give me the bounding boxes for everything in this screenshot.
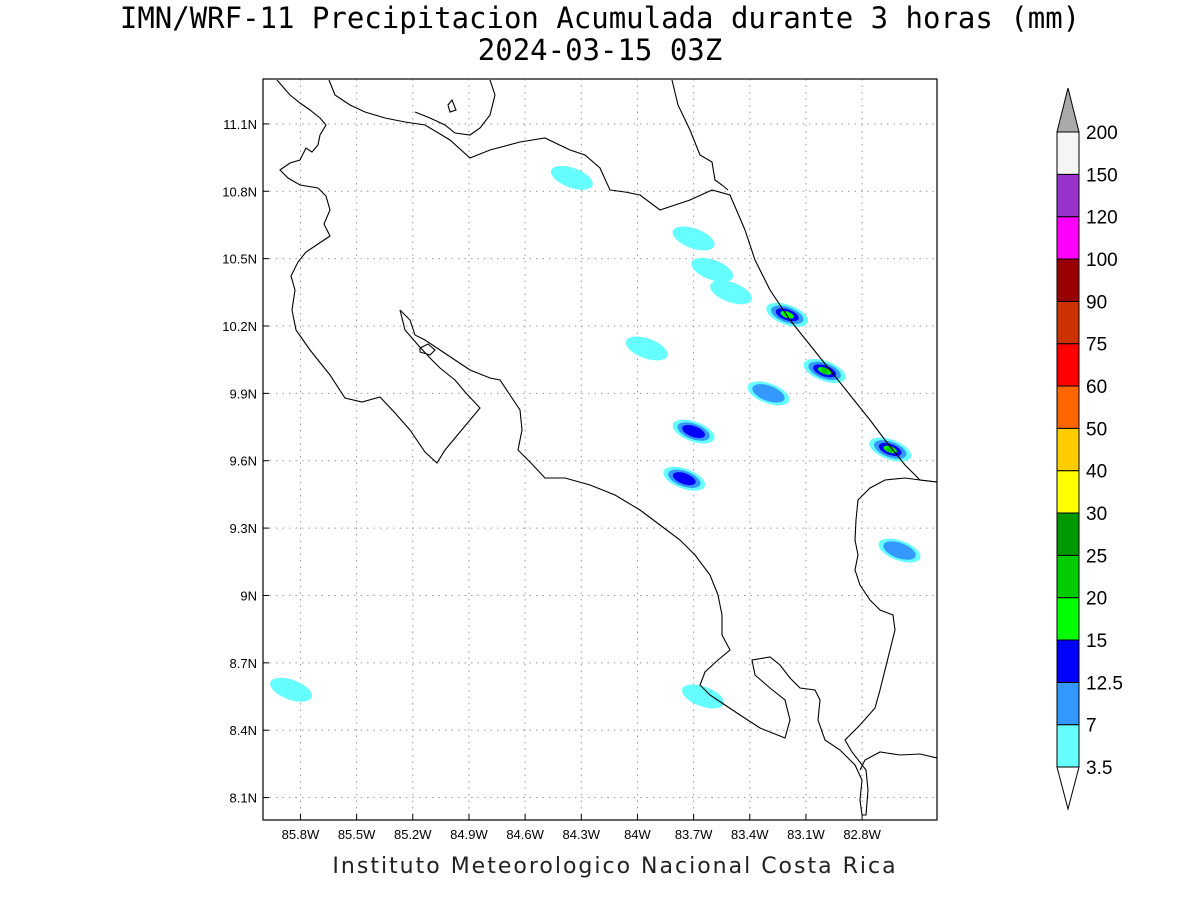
title-line-1: IMN/WRF-11 Precipitacion Acumulada duran… (119, 1, 1081, 35)
colorbar-swatch (1056, 216, 1080, 260)
colorbar-swatch (1056, 681, 1080, 726)
colorbar-label: 15 (1086, 631, 1107, 652)
latitude-labels: 11.1N 10.8N 10.5N 10.2N 9.9N 9.6N 9.3N 9N 8.7N 8.… (222, 117, 269, 806)
precip-area (820, 367, 829, 375)
precip-area (710, 280, 753, 305)
colorbar-swatch (1056, 470, 1080, 514)
colorbar-label: 150 (1086, 165, 1118, 186)
colorbar: 3.5 7 12.5 15 20 25 30 40 50 60 75 90 100 120 150 200 (1056, 87, 1123, 811)
coastline-pacific (399, 309, 937, 816)
colorbar-label: 25 (1086, 546, 1107, 567)
map-title: IMN/WRF-11 Precipitacion Acumulada duran… (0, 2, 1200, 66)
coastline-north-border (328, 79, 937, 483)
colorbar-label: 60 (1086, 377, 1107, 398)
precip-area (550, 165, 593, 190)
lon-tick-label: 85.5W (338, 827, 376, 842)
colorbar-arrow-low (1056, 766, 1080, 811)
lat-tick-label: 8.4N (230, 723, 257, 738)
colorbar-swatch (1056, 724, 1080, 768)
colorbar-swatch (1056, 343, 1080, 387)
colorbar-label: 12.5 (1086, 673, 1123, 694)
lat-tick-label: 10.2N (222, 319, 257, 334)
lon-tick-label: 85.8W (282, 827, 320, 842)
colorbar-label: 200 (1086, 123, 1118, 144)
lon-tick-label: 83.1W (787, 827, 825, 842)
lat-tick-label: 8.1N (230, 791, 257, 806)
coastline-caribbean-north (671, 79, 729, 191)
lon-tick-label: 84.9W (450, 827, 488, 842)
colorbar-swatch (1056, 597, 1080, 641)
lat-tick-label: 9.9N (230, 386, 257, 401)
colorbar-label: 30 (1086, 504, 1107, 525)
lon-tick-label: 83.7W (675, 827, 713, 842)
footer-credit: Instituto Meteorologico Nacional Costa R… (332, 854, 898, 879)
precip-area (672, 226, 715, 251)
colorbar-swatch (1056, 427, 1080, 472)
colorbar-label: 3.5 (1086, 758, 1112, 779)
precipitation-layer (270, 165, 921, 709)
colorbar-label: 40 (1086, 462, 1107, 483)
lon-tick-label: 85.2W (394, 827, 432, 842)
precip-area (752, 384, 785, 403)
precip-area (682, 684, 724, 709)
lat-tick-label: 10.5N (222, 252, 257, 267)
map-grid (263, 79, 937, 820)
precip-area (625, 336, 668, 361)
colorbar-swatch (1056, 173, 1080, 218)
longitude-labels: 85.8W 85.5W 85.2W 84.9W 84.6W 84.3W 84W 83.7W 83… (282, 814, 882, 842)
precip-area (886, 446, 895, 453)
precip-area (883, 541, 916, 560)
colorbar-swatch (1056, 131, 1080, 175)
colorbar-swatch (1056, 385, 1080, 429)
coastline-lake-shore (414, 79, 496, 136)
lat-tick-label: 8.7N (230, 656, 257, 671)
colorbar-swatch (1056, 554, 1080, 599)
precip-area (682, 425, 706, 439)
colorbar-arrow-high (1056, 87, 1080, 133)
colorbar-swatch (1056, 639, 1080, 683)
lat-tick-label: 9N (240, 588, 257, 603)
lon-tick-label: 84.6W (506, 827, 544, 842)
colorbar-label: 20 (1086, 589, 1107, 610)
colorbar-swatch (1056, 512, 1080, 556)
lat-tick-label: 10.8N (222, 184, 257, 199)
colorbar-label: 120 (1086, 208, 1118, 229)
colorbar-swatch (1056, 258, 1080, 302)
lon-tick-label: 83.4W (731, 827, 769, 842)
colorbar-swatch (1056, 300, 1080, 345)
island-lake (419, 343, 436, 356)
precip-area (780, 310, 794, 319)
precip-area (691, 257, 734, 282)
colorbar-label: 50 (1086, 419, 1107, 440)
colorbar-label: 75 (1086, 335, 1107, 356)
lat-tick-label: 11.1N (223, 117, 257, 132)
coastline-layer (276, 79, 937, 816)
map-frame (262, 78, 938, 821)
lon-tick-label: 82.8W (843, 827, 881, 842)
coastline-panama (859, 751, 937, 771)
colorbar-label: 7 (1086, 716, 1097, 737)
colorbar-label: 90 (1086, 292, 1107, 313)
lon-tick-label: 84.3W (562, 827, 600, 842)
lat-tick-label: 9.6N (230, 454, 257, 469)
precip-area (270, 677, 313, 702)
colorbar-label: 100 (1086, 250, 1118, 271)
title-line-2: 2024-03-15 03Z (477, 33, 723, 67)
precip-area (672, 472, 696, 486)
coastline-nicaragua (276, 79, 481, 464)
island-north (447, 98, 457, 113)
lat-tick-label: 9.3N (230, 521, 257, 536)
lon-tick-label: 84W (624, 827, 651, 842)
